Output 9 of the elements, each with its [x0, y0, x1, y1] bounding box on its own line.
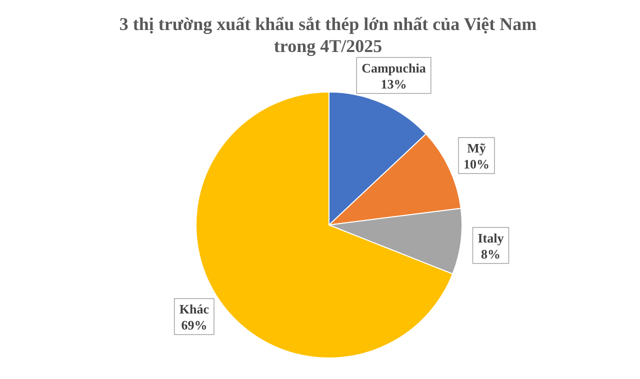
slice-label: Campuchia: [362, 60, 426, 76]
data-label: 13%: [380, 76, 407, 92]
data-label: 69%: [181, 318, 208, 333]
slice-label: Mỹ: [467, 140, 486, 156]
data-label: 10%: [463, 156, 490, 172]
slice-label: Khác: [179, 302, 210, 317]
chart-title: 3 thị trường xuất khẩu sắt thép lớn nhất của Việt Nam trong 4T/2025: [119, 14, 537, 56]
data-label: 8%: [480, 246, 500, 262]
slice-label: Italy: [478, 230, 504, 246]
